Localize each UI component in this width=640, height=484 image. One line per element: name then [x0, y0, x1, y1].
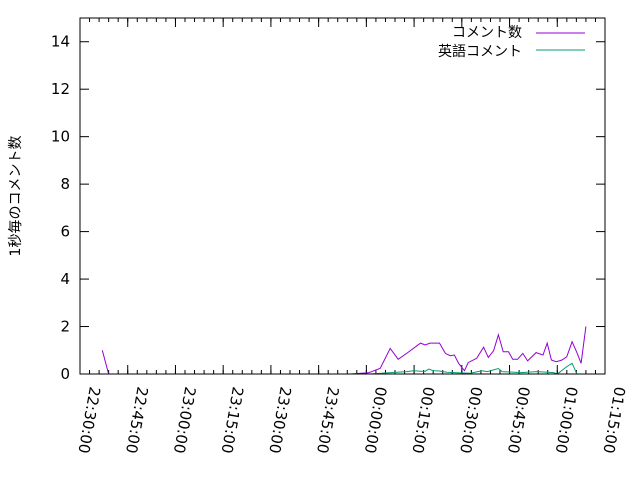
y-tick-label: 12: [51, 80, 70, 98]
x-tick-label: 00:00:00: [361, 385, 390, 454]
legend: コメント数 英語コメント: [438, 25, 585, 60]
y-axis-label: 1秒毎のコメント数: [8, 136, 24, 257]
x-tick-label: 22:45:00: [122, 385, 151, 454]
legend-label-1: 英語コメント: [438, 43, 522, 60]
x-tick-label: 00:30:00: [456, 385, 485, 454]
y-tick-label: 6: [60, 223, 70, 241]
y-tick-label: 2: [60, 318, 70, 336]
plot-border: [79, 17, 606, 375]
y-tick-label: 8: [60, 175, 70, 193]
x-tick-label: 23:45:00: [313, 385, 342, 454]
x-tick-label: 01:00:00: [552, 385, 581, 454]
legend-label-0: コメント数: [452, 25, 522, 41]
x-tick-label: 00:45:00: [504, 385, 533, 454]
y-tick-label: 4: [60, 270, 70, 288]
x-tick-label: 23:30:00: [265, 385, 294, 454]
x-tick-label: 00:15:00: [408, 385, 437, 454]
y-tick-label: 0: [60, 365, 70, 383]
y-tick-label: 14: [51, 33, 70, 51]
series-line-0: [101, 326, 587, 375]
x-tick-label: 23:15:00: [218, 385, 247, 454]
series-line-1: [369, 362, 578, 375]
x-tick-label: 23:00:00: [170, 385, 199, 454]
x-tick-label: 01:15:00: [599, 385, 628, 454]
x-tick-label: 22:30:00: [74, 385, 103, 454]
y-tick-label: 10: [51, 128, 70, 146]
